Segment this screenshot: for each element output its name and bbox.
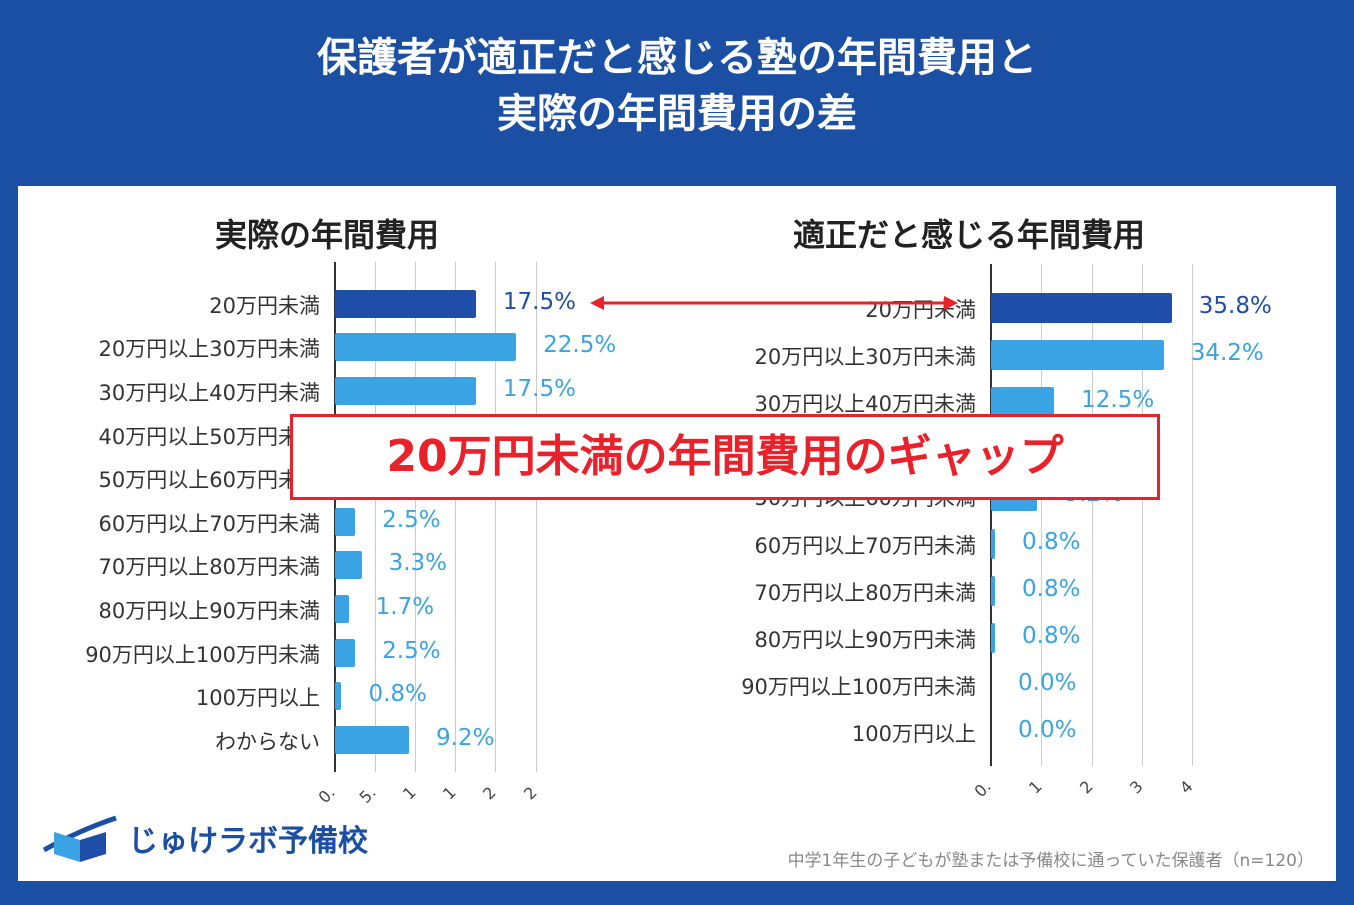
bar	[335, 682, 342, 711]
bar	[991, 292, 1172, 323]
title-line-1: 保護者が適正だと感じる塾の年間費用と	[317, 35, 1037, 81]
category-label: 70万円以上80万円未満	[98, 555, 320, 580]
data-label: 3.3%	[388, 550, 447, 577]
data-label: 35.8%	[1198, 292, 1272, 319]
bar	[991, 575, 996, 606]
grid-line	[455, 262, 456, 772]
bar	[991, 387, 1055, 417]
data-label: 12.5%	[1081, 387, 1155, 413]
bar	[335, 333, 517, 362]
category-label: 20万円未満	[209, 293, 320, 318]
logo: じゅけラボ予備校	[40, 810, 368, 866]
bar	[335, 638, 356, 667]
data-label: 0.8%	[368, 681, 427, 708]
category-label: 60万円以上70万円未満	[754, 533, 976, 558]
category-label: 20万円以上30万円未満	[754, 344, 976, 369]
category-label: 80万円以上90万円未満	[98, 599, 320, 623]
bar	[335, 289, 476, 318]
grid-line	[495, 262, 496, 772]
bar	[991, 623, 996, 653]
gap-callout: 20万円未満の年間費用のギャップ	[290, 414, 1160, 500]
y-axis-line	[990, 264, 992, 766]
bar	[991, 339, 1164, 370]
grid-line	[1142, 264, 1143, 766]
bar	[335, 377, 476, 405]
right-chart-title: 適正だと感じる年間費用	[793, 216, 1146, 254]
data-label: 9.2%	[436, 724, 495, 751]
bar	[991, 528, 996, 559]
data-label: 0.8%	[1022, 575, 1081, 602]
data-label: 22.5%	[543, 332, 617, 359]
category-label: 60万円以上70万円未満	[98, 511, 320, 536]
category-label: 30万円以上40万円未満	[98, 381, 320, 405]
category-label: 90万円以上100万円未満	[741, 675, 976, 700]
data-label: 17.5%	[502, 376, 576, 402]
grid-line	[536, 262, 537, 772]
data-label: 0.8%	[1022, 623, 1081, 649]
book-logo-icon	[42, 815, 117, 862]
bar	[335, 551, 362, 580]
data-label: 2.5%	[382, 637, 441, 664]
category-label: わからない	[215, 729, 320, 754]
category-label: 50万円以上60万円未満	[98, 468, 320, 493]
category-label: 90万円以上100万円未満	[85, 642, 320, 667]
logo-text: じゅけラボ予備校	[128, 824, 368, 859]
left-chart-title: 実際の年間費用	[215, 216, 440, 254]
category-label: 30万円以上40万円未満	[754, 392, 976, 416]
data-label: 1.7%	[375, 594, 435, 620]
category-label: 100万円以上	[851, 722, 976, 747]
bar	[335, 725, 410, 754]
category-label: 70万円以上80万円未満	[754, 580, 976, 605]
data-label: 2.5%	[382, 506, 441, 533]
data-label: 0.0%	[1018, 717, 1077, 744]
title-line-2: 実際の年間費用の差	[497, 91, 857, 137]
grid-line	[1041, 264, 1042, 766]
grid-line	[1192, 264, 1193, 766]
data-label: 0.8%	[1022, 528, 1081, 555]
grid-line	[415, 262, 416, 772]
category-label: 80万円以上90万円未満	[754, 628, 976, 652]
main-title: 保護者が適正だと感じる塾の年間費用と 実際の年間費用の差	[0, 30, 1354, 142]
data-label: 0.0%	[1018, 670, 1077, 697]
gap-arrow	[590, 296, 958, 310]
data-label: 34.2%	[1190, 339, 1264, 366]
bar	[335, 507, 356, 536]
category-label: 100万円以上	[195, 686, 320, 711]
footnote: 中学1年生の子どもが塾または予備校に通っていた保護者（n=120）	[787, 851, 1314, 871]
bar	[335, 595, 349, 623]
data-label: 17.5%	[502, 288, 576, 315]
category-label: 20万円以上30万円未満	[98, 337, 320, 362]
grid-line	[1092, 264, 1093, 766]
grid-line	[375, 262, 376, 772]
category-label: 40万円以上50万円未満	[98, 424, 320, 449]
